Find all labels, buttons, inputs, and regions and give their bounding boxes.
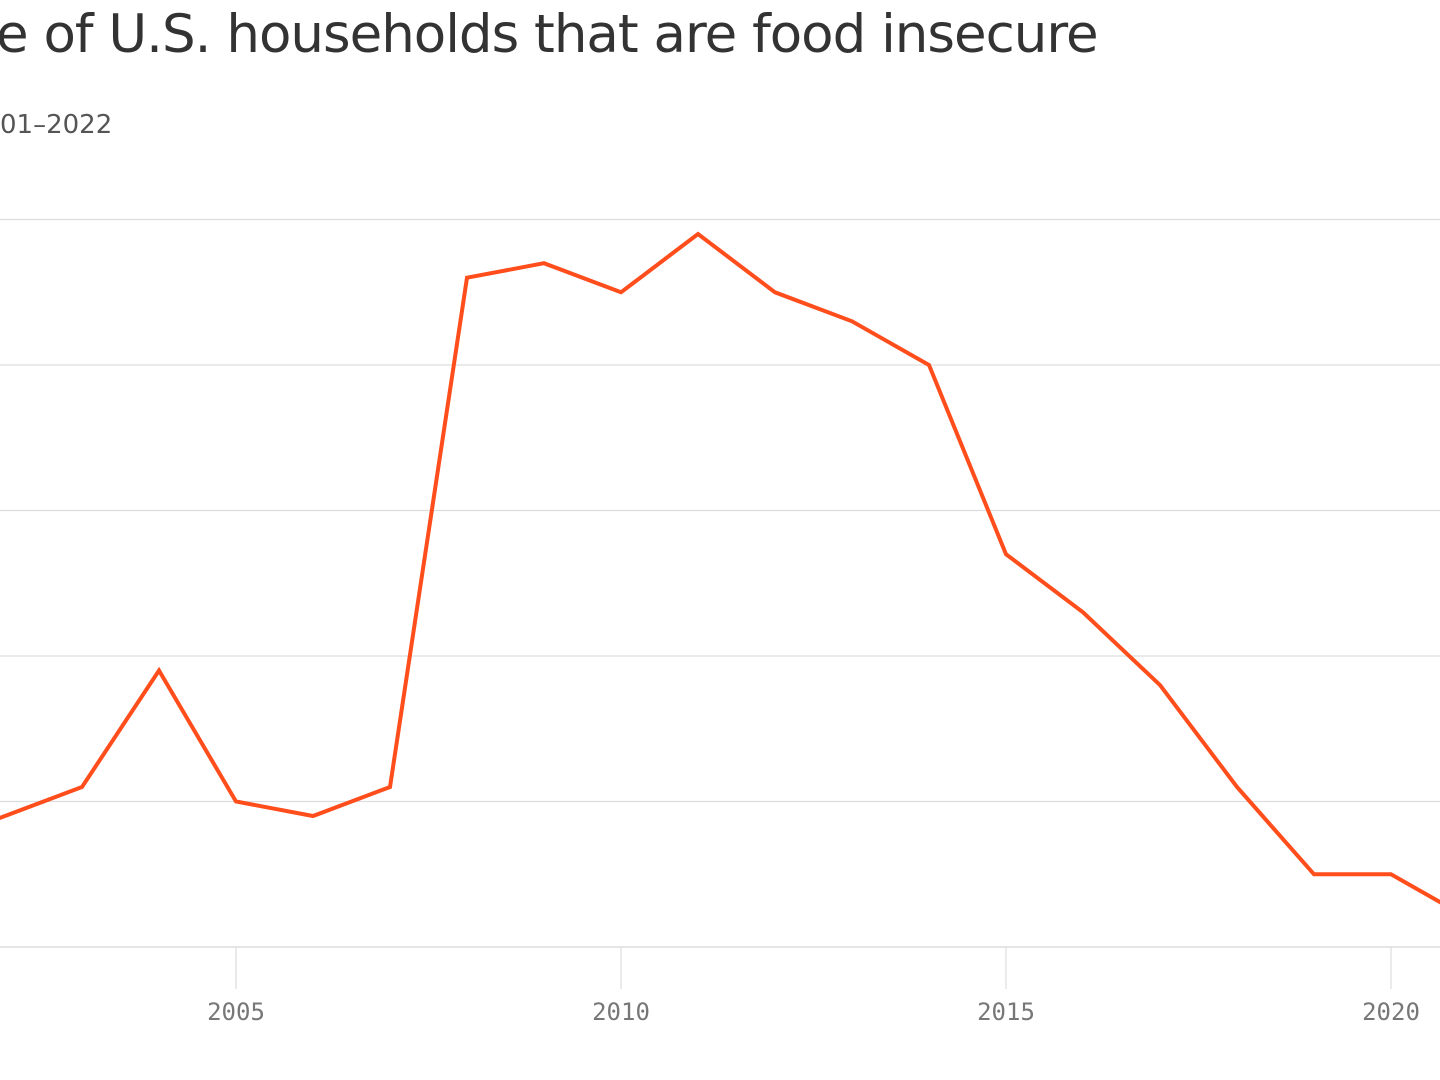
x-tick-label: 2015 — [977, 998, 1035, 1026]
x-tick-label: 2005 — [207, 998, 265, 1026]
grid-lines — [0, 218, 1440, 948]
x-axis-ticks: 2005 2010 2015 2020 — [207, 947, 1420, 1026]
chart-title: e of U.S. households that are food insec… — [0, 4, 1099, 65]
chart-subtitle: 01–2022 — [0, 110, 113, 140]
x-tick-label: 2010 — [592, 998, 650, 1026]
x-tick-label: 2020 — [1362, 998, 1420, 1026]
series-line — [0, 231, 1440, 905]
series-layer — [0, 231, 1440, 905]
